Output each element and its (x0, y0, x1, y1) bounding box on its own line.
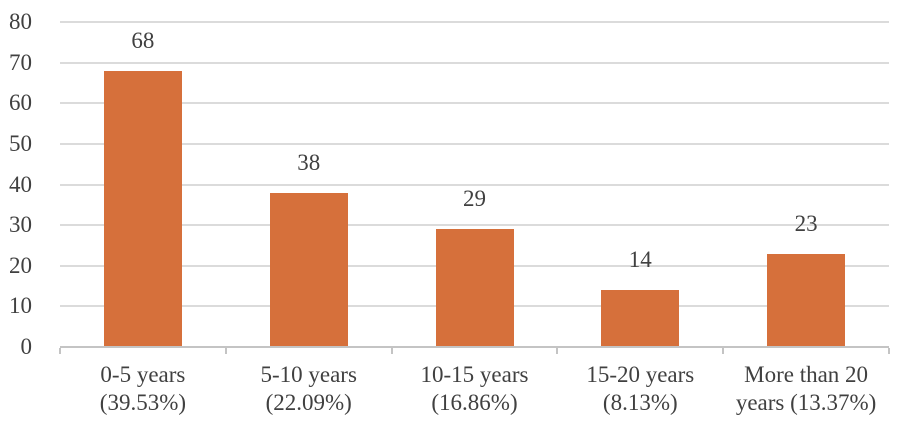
bar-5 (767, 253, 846, 347)
gridline-80 (60, 21, 889, 23)
x-axis-line (60, 346, 889, 348)
category-label-3: 10-15 years (16.86%) (420, 362, 529, 415)
gridline-30 (60, 224, 889, 227)
x-axis-tick (224, 348, 227, 354)
category-label-1: 0-5 years (39.53%) (99, 362, 187, 415)
y-tick-label: 0 (20, 334, 33, 359)
data-label-2: 38 (297, 149, 321, 175)
y-tick-label: 50 (9, 130, 32, 156)
y-tick-label: 40 (9, 171, 32, 197)
y-tick-label: 20 (9, 252, 32, 278)
gridline-70 (60, 61, 889, 64)
plot-area: 68 38 29 14 23 (60, 21, 889, 347)
y-tick-label: 30 (9, 212, 32, 238)
x-axis-tick (556, 348, 559, 354)
bar-3 (435, 229, 514, 347)
category-label-2: 5-10 years (22.09%) (260, 362, 357, 415)
bar-1 (103, 70, 182, 347)
y-tick-label: 10 (9, 293, 32, 319)
x-axis-tick (888, 348, 890, 354)
data-label-3: 29 (462, 186, 486, 212)
data-label-1: 68 (131, 27, 155, 53)
x-axis-tick (722, 348, 725, 354)
category-label-5: More than 20 years (13.37%) (735, 362, 877, 415)
category-label-4: 15-20 years (8.13%) (586, 362, 695, 415)
y-tick-label: 70 (9, 49, 32, 75)
x-axis-tick (59, 348, 61, 354)
bar-2 (269, 192, 348, 347)
y-tick-label: 60 (9, 90, 32, 116)
gridline-40 (60, 183, 889, 186)
x-axis-tick (390, 348, 393, 354)
data-label-4: 14 (628, 247, 652, 273)
gridline-60 (60, 102, 889, 105)
gridline-50 (60, 142, 889, 145)
bar-4 (601, 290, 680, 347)
y-tick-label: 80 (9, 9, 32, 34)
data-label-5: 23 (794, 210, 818, 236)
